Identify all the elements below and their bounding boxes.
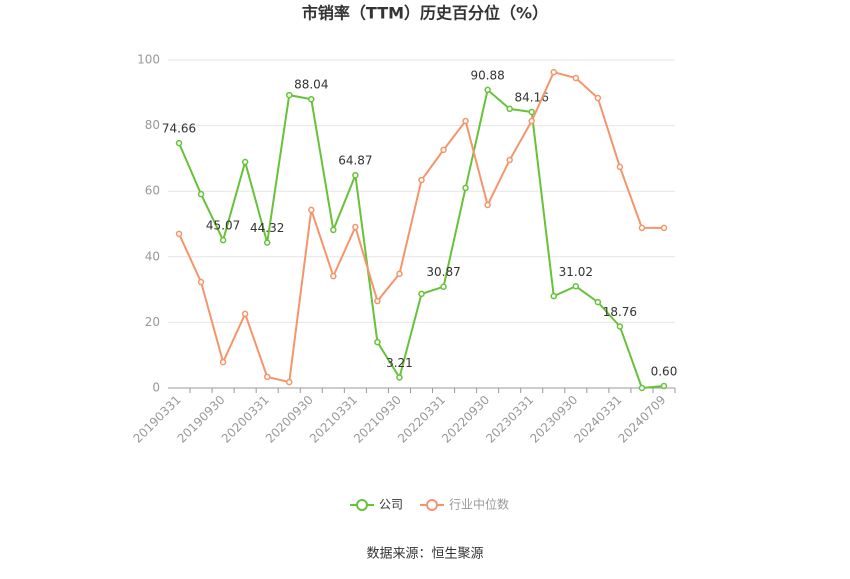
y-tick-label: 60	[145, 184, 160, 198]
data-label: 0.60	[651, 365, 678, 379]
point	[374, 297, 381, 305]
data-label: 18.76	[603, 305, 637, 319]
data-label: 88.04	[294, 78, 328, 92]
point	[418, 176, 425, 184]
point	[506, 105, 513, 113]
point	[175, 139, 183, 147]
y-tick-label: 20	[145, 315, 160, 329]
data-label: 90.88	[470, 68, 504, 82]
point	[352, 223, 359, 231]
point	[462, 117, 469, 125]
point	[197, 190, 205, 198]
point	[440, 146, 447, 154]
point	[594, 298, 602, 306]
point	[616, 323, 624, 330]
point	[506, 156, 513, 164]
point	[638, 224, 646, 232]
point	[484, 201, 491, 209]
legend-marker	[426, 499, 438, 511]
point	[330, 272, 337, 280]
legend-label: 公司	[379, 498, 403, 512]
x-tick-label: 20240709	[615, 393, 668, 446]
point	[572, 283, 580, 290]
y-tick-label: 100	[137, 53, 160, 67]
point	[660, 224, 668, 232]
data-label: 64.87	[338, 154, 372, 168]
point	[241, 158, 249, 166]
point	[418, 290, 425, 298]
point	[241, 310, 249, 318]
point	[638, 384, 646, 392]
point	[528, 108, 535, 116]
point	[440, 283, 447, 290]
data-label: 30.87	[426, 265, 460, 279]
y-tick-label: 0	[152, 381, 160, 395]
point	[550, 292, 558, 300]
y-tick-label: 80	[145, 118, 160, 132]
point	[616, 163, 624, 171]
point	[219, 358, 227, 366]
legend-label: 行业中位数	[449, 497, 509, 512]
point	[660, 382, 668, 390]
data-label: 44.32	[250, 221, 284, 235]
data-label: 31.02	[559, 265, 593, 279]
point	[374, 338, 381, 346]
point	[594, 94, 602, 102]
legend-marker	[356, 499, 368, 511]
chart-title: 市销率（TTM）历史百分位（%）	[302, 4, 548, 23]
point	[175, 230, 183, 238]
point	[263, 239, 271, 246]
point	[550, 68, 558, 76]
point	[308, 95, 315, 103]
source: 数据来源：恒生聚源	[366, 547, 483, 562]
point	[396, 374, 403, 381]
point	[285, 378, 293, 386]
point	[263, 373, 271, 381]
data-label: 3.21	[386, 356, 413, 370]
y-tick-label: 40	[145, 249, 160, 263]
point	[484, 86, 491, 94]
point	[330, 226, 337, 234]
data-label: 45.07	[206, 219, 240, 233]
point	[572, 74, 580, 82]
point	[197, 278, 205, 286]
point	[308, 206, 315, 214]
series-line	[178, 88, 665, 390]
point	[352, 171, 359, 179]
data-label: 74.66	[162, 122, 196, 136]
point	[219, 236, 227, 244]
point	[528, 117, 535, 125]
point	[396, 270, 403, 278]
point	[285, 91, 293, 99]
point	[462, 184, 469, 192]
